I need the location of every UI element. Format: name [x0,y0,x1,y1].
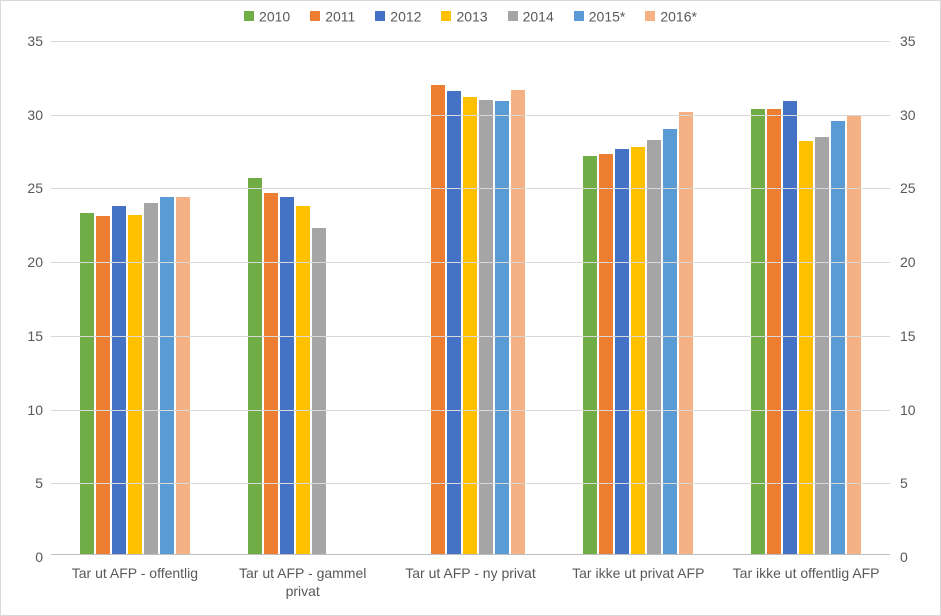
bar [248,178,262,554]
y-axis-tick-left: 15 [1,329,43,343]
y-axis-tick-right: 10 [900,403,916,417]
bar [511,90,525,554]
y-axis-tick-right: 5 [900,476,908,490]
bar-groups [51,41,890,554]
bar [280,197,294,554]
x-axis-label: Tar ikke ut privat AFP [554,559,722,615]
bar-group [387,41,555,554]
bar [815,137,829,554]
y-axis-tick-right: 35 [900,34,916,48]
y-axis-tick-left: 30 [1,108,43,122]
bar [751,109,765,554]
bar [615,149,629,554]
plot-area [51,41,890,555]
afp-bar-chart: 201020112012201320142015*2016* Tar ut AF… [0,0,941,616]
bar [631,147,645,554]
bar [831,121,845,554]
gridline [51,115,890,116]
bar [144,203,158,554]
bar [112,206,126,554]
y-axis-tick-left: 20 [1,255,43,269]
bar [312,228,326,554]
legend-label: 2016* [660,8,697,24]
gridline [51,483,890,484]
bar [495,101,509,554]
bar [679,112,693,554]
y-axis-tick-left: 5 [1,476,43,490]
bar [80,213,94,554]
legend-item: 2014 [508,7,554,24]
legend-item: 2013 [441,7,487,24]
gridline [51,410,890,411]
legend-item: 2012 [375,7,421,24]
bar-group [51,41,219,554]
legend-swatch [645,11,655,21]
legend-label: 2012 [390,8,421,24]
y-axis-tick-left: 35 [1,34,43,48]
legend-swatch [375,11,385,21]
legend-label: 2010 [259,8,290,24]
x-axis-label: Tar ut AFP - ny privat [387,559,555,615]
x-axis-label: Tar ut AFP - offentlig [51,559,219,615]
legend: 2010 2011 2012 2013 2014 2015* 2016* [1,7,940,24]
bar [783,101,797,554]
bar [767,109,781,554]
x-axis-labels: Tar ut AFP - offentligTar ut AFP - gamme… [51,559,890,615]
bar [583,156,597,554]
legend-item: 2011 [310,7,355,24]
bar [176,197,190,554]
legend-swatch [441,11,451,21]
bar [799,141,813,554]
bar-group [554,41,722,554]
bar [447,91,461,554]
bar [647,140,661,554]
x-axis-label: Tar ut AFP - gammel privat [219,559,387,615]
y-axis-tick-right: 20 [900,255,916,269]
y-axis-tick-right: 0 [900,550,908,564]
legend-swatch [508,11,518,21]
y-axis-tick-left: 25 [1,181,43,195]
bar [599,154,613,554]
x-axis-label: Tar ikke ut offentlig AFP [722,559,890,615]
y-axis-tick-left: 10 [1,403,43,417]
gridline [51,188,890,189]
y-axis-tick-right: 25 [900,181,916,195]
legend-label: 2015* [589,8,626,24]
y-axis-tick-right: 30 [900,108,916,122]
legend-label: 2013 [456,8,487,24]
legend-swatch [574,11,584,21]
legend-label: 2011 [325,8,355,24]
legend-swatch [310,11,320,21]
bar [264,193,278,554]
y-axis-tick-right: 15 [900,329,916,343]
bar [663,129,677,554]
bar-group [722,41,890,554]
legend-swatch [244,11,254,21]
gridline [51,41,890,42]
legend-label: 2014 [523,8,554,24]
bar [128,215,142,554]
legend-item: 2016* [645,7,697,24]
bar [160,197,174,554]
gridline [51,336,890,337]
gridline [51,262,890,263]
bar [479,100,493,554]
legend-item: 2010 [244,7,290,24]
bar [96,216,110,554]
y-axis-tick-left: 0 [1,550,43,564]
bar-group [219,41,387,554]
legend-item: 2015* [574,7,626,24]
bar [296,206,310,554]
bar [463,97,477,554]
